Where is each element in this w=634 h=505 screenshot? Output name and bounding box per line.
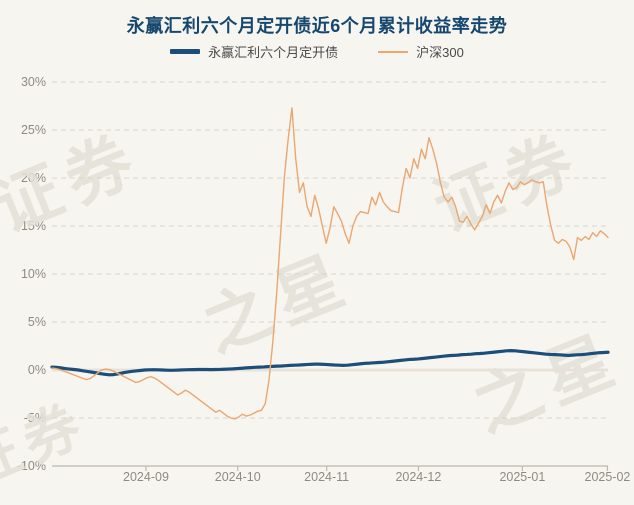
y-axis-tick-label: -5% (23, 411, 46, 425)
chart-title: 永赢汇利六个月定开债近6个月累计收益率走势 (126, 16, 508, 36)
y-axis-tick-label: 5% (27, 315, 46, 329)
y-axis-tick-label: 20% (20, 171, 46, 185)
x-axis-tick-label: 2024-12 (395, 470, 442, 484)
x-axis-tick-label: 2025-01 (499, 470, 546, 484)
legend-swatch-navy-icon (170, 49, 201, 54)
x-axis-tick-label: 2024-11 (304, 470, 350, 484)
legend-label-index: 沪深300 (416, 45, 464, 60)
series-line-fund (50, 349, 610, 377)
legend-label-fund: 永赢汇利六个月定开债 (208, 45, 339, 60)
chart-legend: 永赢汇利六个月定开债 沪深300 (0, 42, 634, 61)
legend-item-fund[interactable]: 永赢汇利六个月定开债 (170, 42, 338, 61)
legend-swatch-orange-icon (378, 50, 409, 53)
series-line-index (51, 107, 609, 420)
y-axis-tick-label: 10% (20, 267, 46, 281)
legend-item-index[interactable]: 沪深300 (378, 42, 464, 61)
y-axis-tick-label: 25% (20, 123, 46, 137)
x-axis-tick-label: 2024-10 (214, 470, 261, 484)
x-axis-tick-label: 2024-09 (123, 470, 169, 484)
y-axis-tick-label: 0% (27, 363, 46, 377)
y-axis-tick-label: 15% (20, 219, 46, 233)
x-axis-tick-label: 2025-02 (584, 470, 631, 484)
y-axis-tick-label: -10% (16, 459, 46, 473)
y-axis-tick-label: 30% (20, 75, 46, 89)
